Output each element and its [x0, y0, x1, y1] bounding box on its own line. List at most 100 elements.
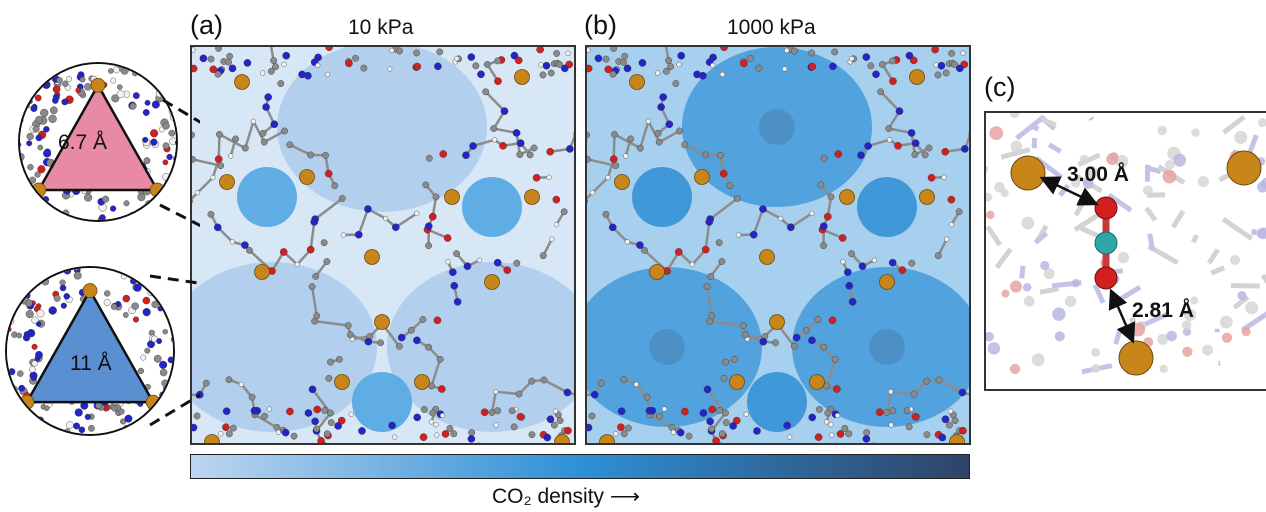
inset-atom: [151, 300, 159, 309]
framework-atom: [482, 88, 490, 96]
framework-atom: [313, 312, 321, 320]
framework-atom: [589, 190, 596, 196]
background-bond: [1073, 211, 1101, 232]
background-bond: [1144, 206, 1158, 222]
framework-atom: [718, 430, 726, 438]
framework-bond: [647, 120, 661, 143]
inset-atom: [79, 76, 86, 83]
framework-atom: [432, 193, 440, 201]
framework-bond: [587, 158, 616, 167]
framework-atom: [633, 381, 639, 387]
framework-atom: [413, 413, 422, 422]
framework-atom: [192, 199, 193, 204]
framework-atom: [441, 430, 450, 438]
small-pore-triangle: [20, 64, 176, 220]
framework-atom: [605, 174, 611, 181]
framework-atom: [282, 51, 291, 60]
background-atom: [1054, 331, 1065, 342]
framework-atom: [573, 132, 574, 137]
background-atom: [1190, 296, 1199, 305]
background-atom: [1142, 185, 1153, 196]
framework-bond: [484, 90, 506, 113]
framework-atom: [396, 47, 403, 55]
inset-metal-atom: [82, 283, 98, 298]
framework-atom: [241, 241, 249, 249]
framework-atom: [883, 409, 891, 416]
framework-atom: [641, 246, 648, 254]
background-atom: [1157, 125, 1167, 136]
framework-atom: [445, 259, 451, 265]
framework-atom: [294, 261, 300, 268]
framework-bond: [649, 413, 673, 429]
framework-atom: [921, 151, 929, 159]
framework-atom: [814, 316, 822, 323]
framework-atom: [888, 422, 894, 428]
distance-upper-label: 3.00 Å: [1067, 163, 1129, 186]
framework-atom: [732, 416, 741, 425]
framework-bond: [885, 391, 892, 413]
inset-atom: [53, 294, 61, 302]
framework-atom: [791, 47, 798, 55]
inset-atom: [48, 114, 57, 123]
background-bond: [1015, 116, 1043, 141]
framework-atom: [820, 242, 827, 250]
framework-bond: [709, 197, 739, 221]
connector-line-large-bottom: [149, 393, 200, 427]
colorbar-caption: CO₂ density ⟶: [492, 484, 640, 509]
framework-bond: [314, 319, 349, 327]
panel-c-label: (c): [984, 72, 1016, 102]
framework-atom: [439, 412, 446, 419]
inset-atom: [48, 306, 57, 315]
background-atom: [1023, 295, 1035, 307]
background-atom: [1162, 169, 1177, 184]
framework-bond: [252, 120, 266, 143]
framework-atom: [712, 437, 720, 443]
metal-atom-bottom: [1118, 340, 1154, 376]
inset-atom: [34, 94, 42, 102]
framework-atom: [739, 322, 747, 329]
framework-atom: [938, 433, 947, 442]
framework-atom: [845, 281, 854, 290]
framework-atom: [331, 182, 339, 190]
framework-atom: [192, 131, 196, 139]
framework-atom: [317, 437, 325, 443]
framework-atom: [313, 425, 320, 433]
panel-c-closeup: [984, 111, 1266, 391]
framework-atom: [467, 53, 476, 61]
framework-atom: [515, 390, 523, 398]
framework-atom: [310, 218, 319, 226]
inset-atom: [34, 171, 41, 178]
panel-b-label: (b): [584, 10, 617, 40]
metal-atom: [554, 434, 570, 443]
framework-atom: [827, 193, 835, 201]
framework-atom: [281, 127, 288, 135]
metal-atom: [334, 374, 350, 390]
framework-atom: [824, 409, 832, 417]
framework-atom: [413, 62, 422, 71]
framework-atom: [279, 248, 288, 256]
framework-atom: [645, 118, 652, 124]
background-atom: [1183, 308, 1197, 322]
framework-atom: [199, 54, 208, 63]
framework-atom: [320, 239, 328, 247]
framework-atom: [250, 406, 259, 415]
metal-atom: [234, 74, 250, 90]
framework-atom: [772, 339, 779, 347]
framework-atom: [905, 51, 914, 60]
framework-atom: [433, 422, 439, 428]
framework-bond: [752, 208, 765, 236]
framework-atom: [643, 393, 651, 401]
framework-atom: [267, 67, 275, 75]
framework-atom: [951, 417, 959, 424]
inset-atom: [132, 316, 140, 323]
framework-atom: [207, 210, 215, 218]
framework-atom: [903, 407, 911, 415]
framework-atom: [543, 433, 552, 442]
framework-atom: [849, 56, 855, 62]
framework-atom: [747, 54, 754, 62]
framework-atom: [588, 412, 596, 420]
framework-atom: [443, 234, 452, 242]
framework-atom: [453, 250, 460, 258]
small-pore-density: [352, 372, 412, 432]
framework-atom: [834, 412, 841, 419]
